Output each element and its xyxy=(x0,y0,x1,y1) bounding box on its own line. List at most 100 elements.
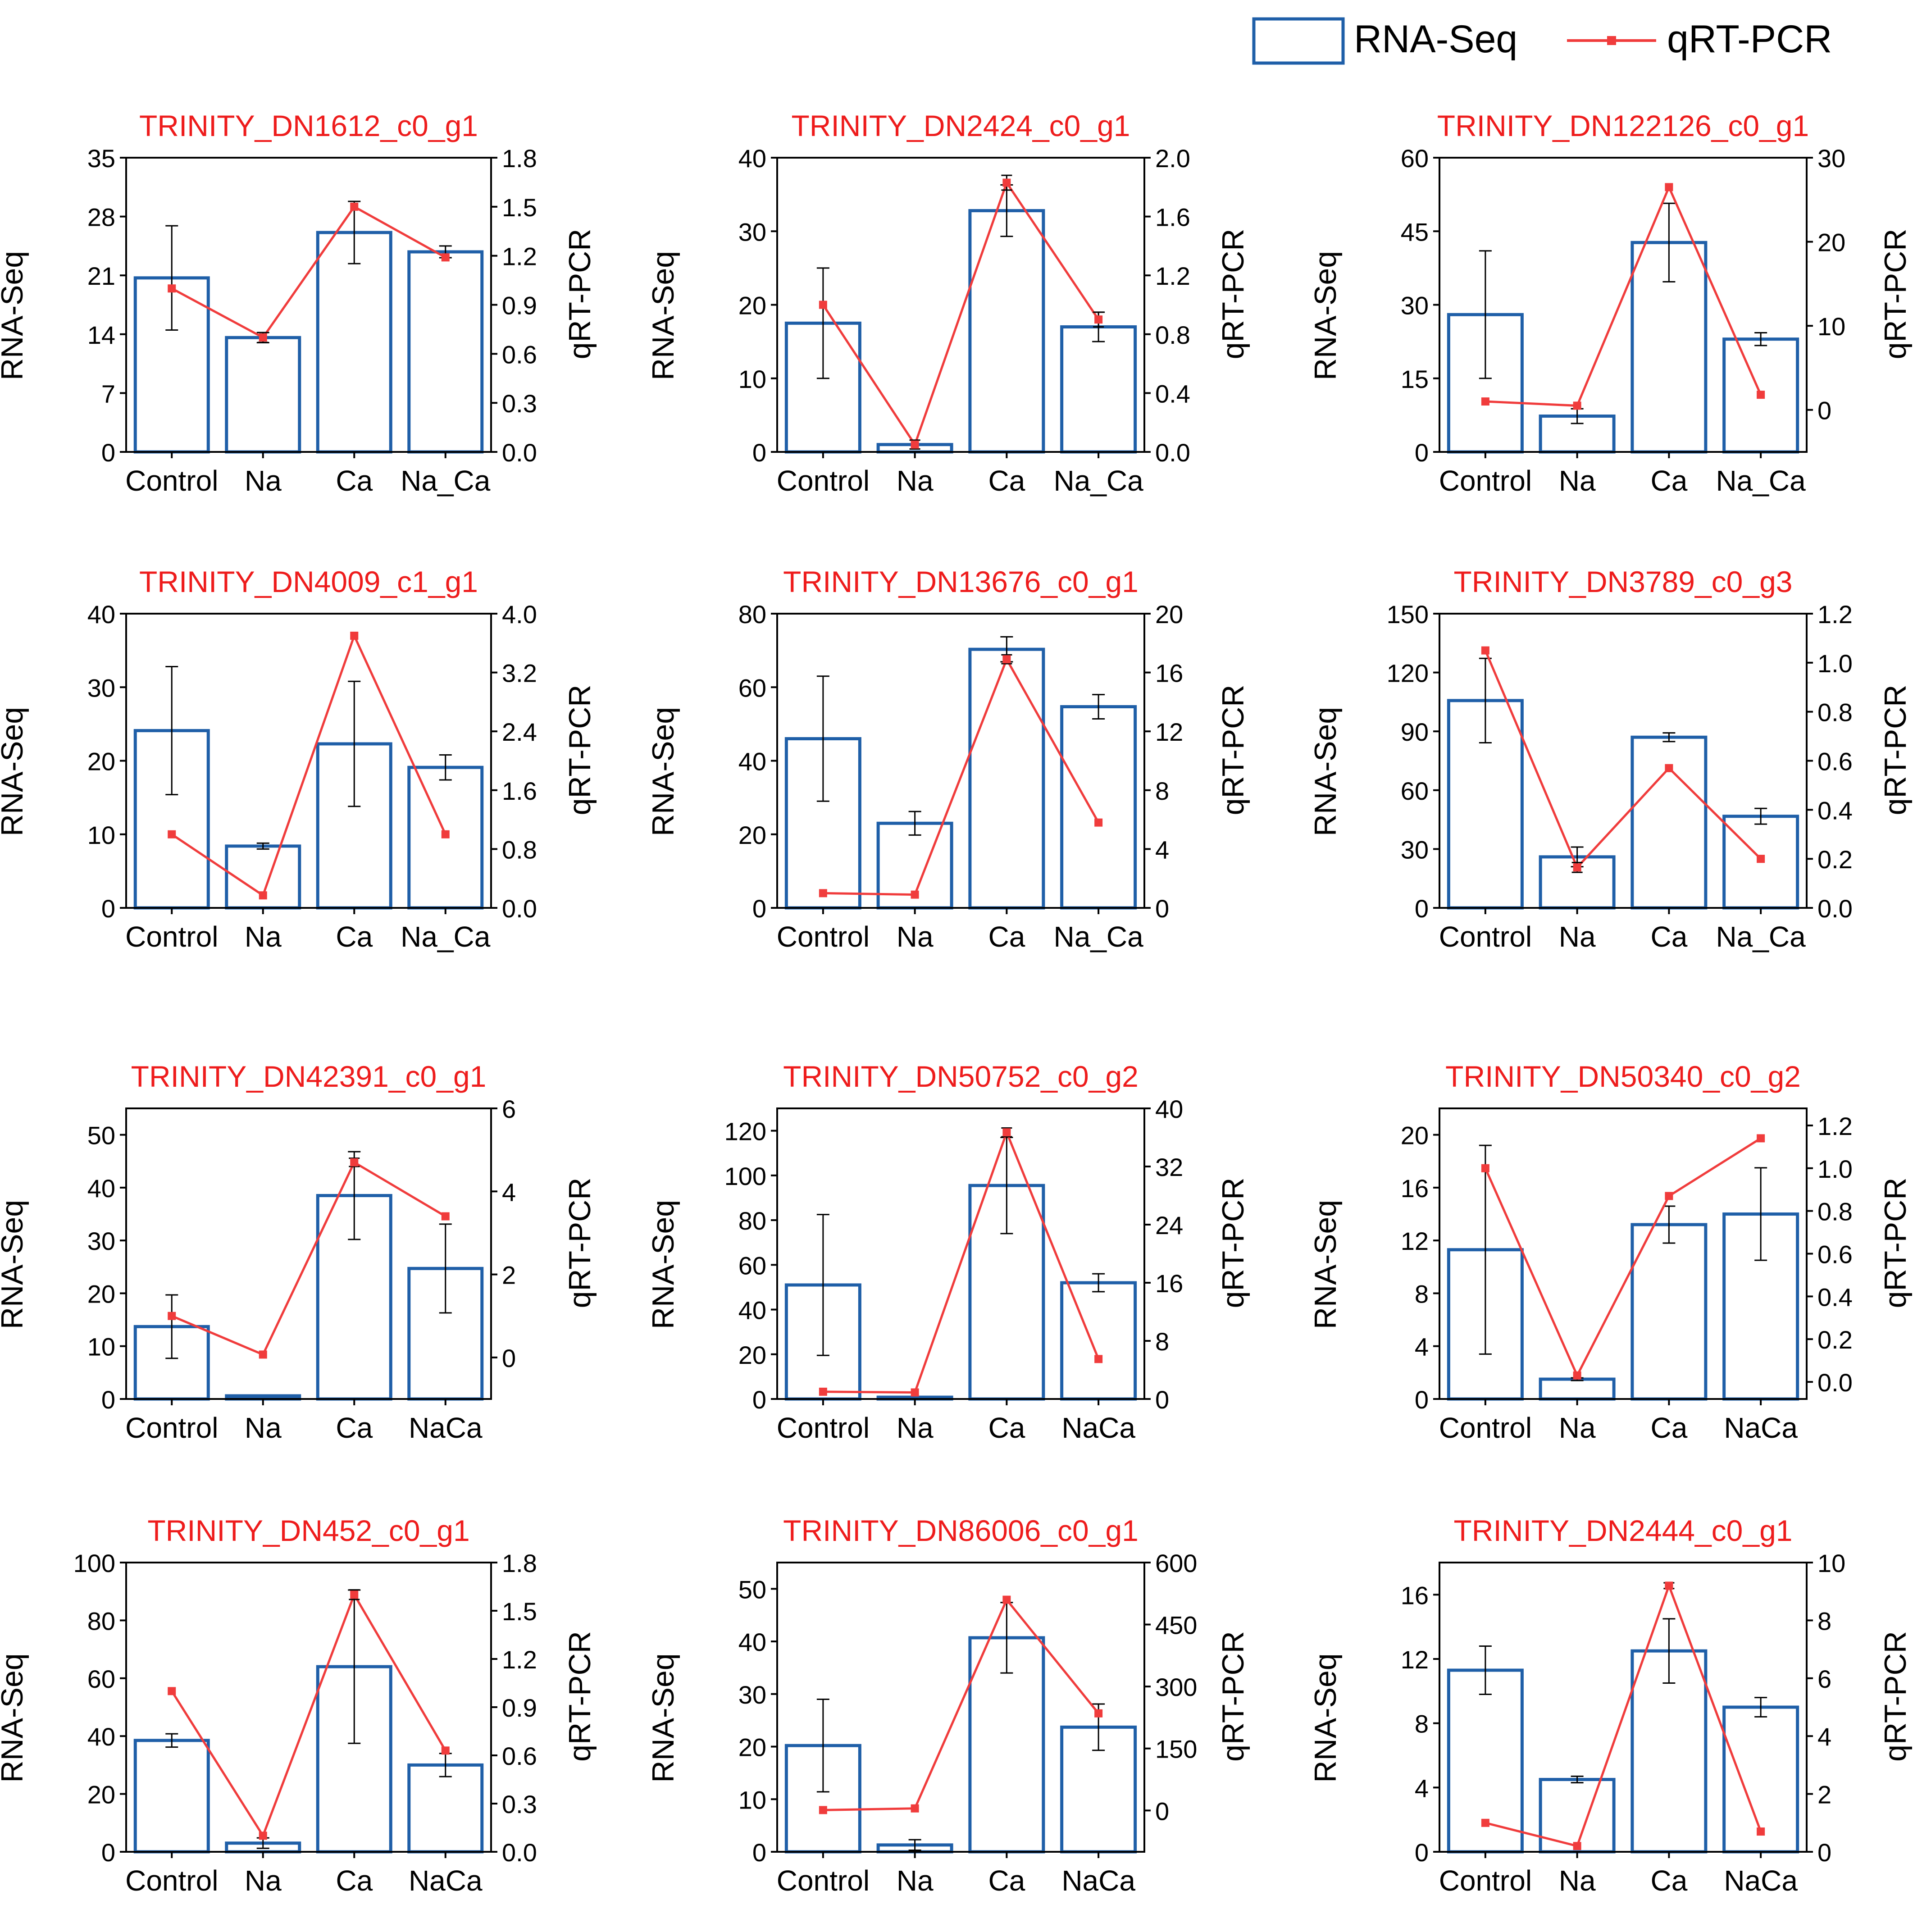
qrtpcr-point xyxy=(1002,178,1011,187)
right-tick-label: 0 xyxy=(1817,1838,1831,1867)
qrtpcr-point xyxy=(350,1158,359,1166)
chart-panel-6: TRINITY_DN3789_c0_g3 0 30 60 90 120 150 0.0 0.2 0… xyxy=(1308,565,1913,953)
category-label: Na xyxy=(1559,1412,1596,1444)
chart-title: TRINITY_DN3789_c0_g3 xyxy=(1453,565,1792,598)
left-tick-label: 40 xyxy=(738,747,766,776)
right-axis-title: qRT-PCR xyxy=(563,229,597,360)
left-axis-title: RNA-Seq xyxy=(646,707,680,836)
right-axis-title: qRT-PCR xyxy=(563,1631,597,1762)
chart-title: TRINITY_DN4009_c1_g1 xyxy=(139,565,478,598)
left-tick-label: 50 xyxy=(87,1121,115,1150)
qrtpcr-point xyxy=(441,1212,450,1221)
right-tick-label: 1.6 xyxy=(502,777,537,805)
rnaseq-bar xyxy=(1631,1223,1708,1401)
plot-frame xyxy=(125,157,492,453)
rnaseq-bar xyxy=(1539,1778,1616,1854)
chart-panel-8: TRINITY_DN50752_c0_g2 0 20 40 60 80 100 120 0 8 16… xyxy=(646,1060,1250,1444)
right-tick-label: 300 xyxy=(1155,1673,1197,1701)
chart-title: TRINITY_DN42391_c0_g1 xyxy=(131,1060,487,1093)
left-tick-label: 20 xyxy=(738,1341,766,1369)
category-label: Control xyxy=(1439,920,1532,953)
chart-panel-1: TRINITY_DN1612_c0_g1 0 7 14 21 28 35 0.0 0.3 0.6 0… xyxy=(0,109,597,497)
rnaseq-bar xyxy=(1060,705,1137,910)
qrtpcr-point xyxy=(1757,1827,1765,1836)
left-tick-label: 30 xyxy=(87,1227,115,1255)
right-tick-label: 2 xyxy=(1817,1781,1831,1809)
qrtpcr-point xyxy=(1002,655,1011,664)
category-label: Na_Ca xyxy=(401,465,491,497)
category-label: Control xyxy=(1439,465,1532,497)
right-tick-label: 12 xyxy=(1155,718,1183,746)
qrtpcr-line xyxy=(823,656,1100,896)
right-tick-label: 3.2 xyxy=(502,659,537,688)
category-label: Ca xyxy=(336,465,373,497)
category-label: Control xyxy=(125,465,218,497)
qrtpcr-point xyxy=(168,1687,176,1695)
left-tick-label: 80 xyxy=(738,600,766,629)
rnaseq-bar xyxy=(1060,325,1137,454)
left-tick-label: 0 xyxy=(101,438,115,467)
right-tick-label: 0.0 xyxy=(502,894,537,923)
qrtpcr-line xyxy=(822,180,1100,447)
category-label: Ca xyxy=(988,1412,1025,1444)
right-tick-label: 0 xyxy=(1155,894,1169,923)
qrtpcr-point xyxy=(350,631,359,640)
qrtpcr-point xyxy=(1757,391,1765,399)
right-axis-title: qRT-PCR xyxy=(1216,1178,1250,1308)
right-tick-label: 6 xyxy=(502,1095,516,1123)
right-tick-label: 0.8 xyxy=(502,835,537,864)
qrtpcr-point xyxy=(911,890,919,899)
qrtpcr-point xyxy=(1757,1134,1765,1143)
right-tick-label: 30 xyxy=(1817,144,1845,173)
left-tick-label: 30 xyxy=(738,218,766,246)
right-axis-title: qRT-PCR xyxy=(1216,229,1250,360)
chart-title: TRINITY_DN86006_c0_g1 xyxy=(783,1514,1139,1547)
category-label: Na_Ca xyxy=(401,920,491,953)
left-axis-title: RNA-Seq xyxy=(0,1200,29,1329)
category-label: Ca xyxy=(336,1412,373,1444)
left-tick-label: 40 xyxy=(738,144,766,173)
left-axis-title: RNA-Seq xyxy=(1308,251,1343,380)
left-tick-label: 40 xyxy=(87,1722,115,1751)
qrtpcr-point xyxy=(911,440,919,449)
right-tick-label: 20 xyxy=(1155,600,1183,629)
left-tick-label: 40 xyxy=(87,1174,115,1203)
rnaseq-bar xyxy=(1060,1281,1137,1401)
qrtpcr-point xyxy=(168,830,176,838)
qrtpcr-line xyxy=(1484,650,1762,870)
left-tick-label: 8 xyxy=(1415,1710,1429,1738)
right-tick-label: 0.6 xyxy=(1817,1240,1853,1269)
chart-title: TRINITY_DN2424_c0_g1 xyxy=(791,109,1130,142)
left-tick-label: 60 xyxy=(1401,144,1429,173)
category-label: Ca xyxy=(1650,465,1687,497)
category-label: Control xyxy=(1439,1412,1532,1444)
qrtpcr-point xyxy=(819,1387,827,1396)
chart-panels: TRINITY_DN1612_c0_g107142128350.00.30.60… xyxy=(0,109,1913,1897)
chart-panel-3: TRINITY_DN122126_c0_g1 0 15 30 45 60 0 10 20 30 Co… xyxy=(1308,109,1913,497)
qrtpcr-line xyxy=(171,633,447,898)
left-tick-label: 0 xyxy=(752,1838,766,1867)
left-tick-label: 0 xyxy=(101,894,115,923)
left-tick-label: 4 xyxy=(1415,1774,1429,1802)
left-tick-label: 30 xyxy=(738,1681,766,1709)
qrtpcr-line xyxy=(823,1129,1100,1394)
right-tick-label: 16 xyxy=(1155,1269,1183,1298)
left-tick-label: 4 xyxy=(1415,1333,1429,1361)
left-tick-label: 90 xyxy=(1401,718,1429,746)
qrtpcr-point xyxy=(819,889,827,898)
category-label: NaCa xyxy=(409,1864,483,1897)
chart-panel-10: TRINITY_DN452_c0_g1 0 20 40 60 80 100 0.0 0.3 0.6… xyxy=(0,1514,597,1897)
category-label: Control xyxy=(777,1412,870,1444)
left-tick-label: 20 xyxy=(738,821,766,849)
category-label: Control xyxy=(125,1412,218,1444)
left-tick-label: 0 xyxy=(1415,1838,1429,1867)
chart-panel-2: TRINITY_DN2424_c0_g1 0 10 20 30 40 0.0 0.4 0.8 1.… xyxy=(646,109,1250,497)
left-tick-label: 100 xyxy=(73,1549,115,1577)
right-tick-label: 1.2 xyxy=(502,1645,537,1674)
category-label: Ca xyxy=(336,920,373,953)
right-tick-label: 0.4 xyxy=(1155,379,1190,408)
category-label: Na xyxy=(897,1864,934,1897)
left-tick-label: 20 xyxy=(87,1781,115,1809)
left-tick-label: 20 xyxy=(738,292,766,320)
left-tick-label: 10 xyxy=(87,1333,115,1361)
